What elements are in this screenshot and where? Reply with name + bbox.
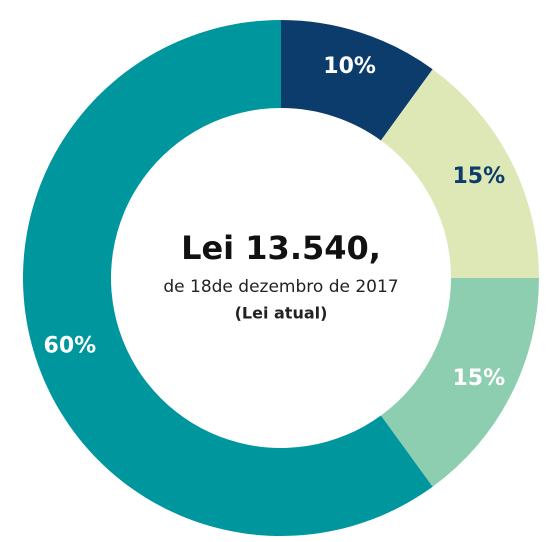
slice — [380, 69, 539, 278]
center-subtitle: de 18de dezembro de 2017 — [163, 277, 398, 297]
slice-label: 10% — [323, 54, 376, 79]
slice — [22, 20, 433, 536]
center-title: Lei 13.540, — [181, 229, 381, 267]
slice — [380, 278, 539, 487]
center-note: (Lei atual) — [235, 304, 328, 323]
slices — [22, 20, 539, 536]
slice-label: 15% — [452, 164, 505, 189]
slice-label: 60% — [44, 334, 97, 359]
slice — [281, 20, 433, 141]
slice-label: 15% — [452, 366, 505, 391]
